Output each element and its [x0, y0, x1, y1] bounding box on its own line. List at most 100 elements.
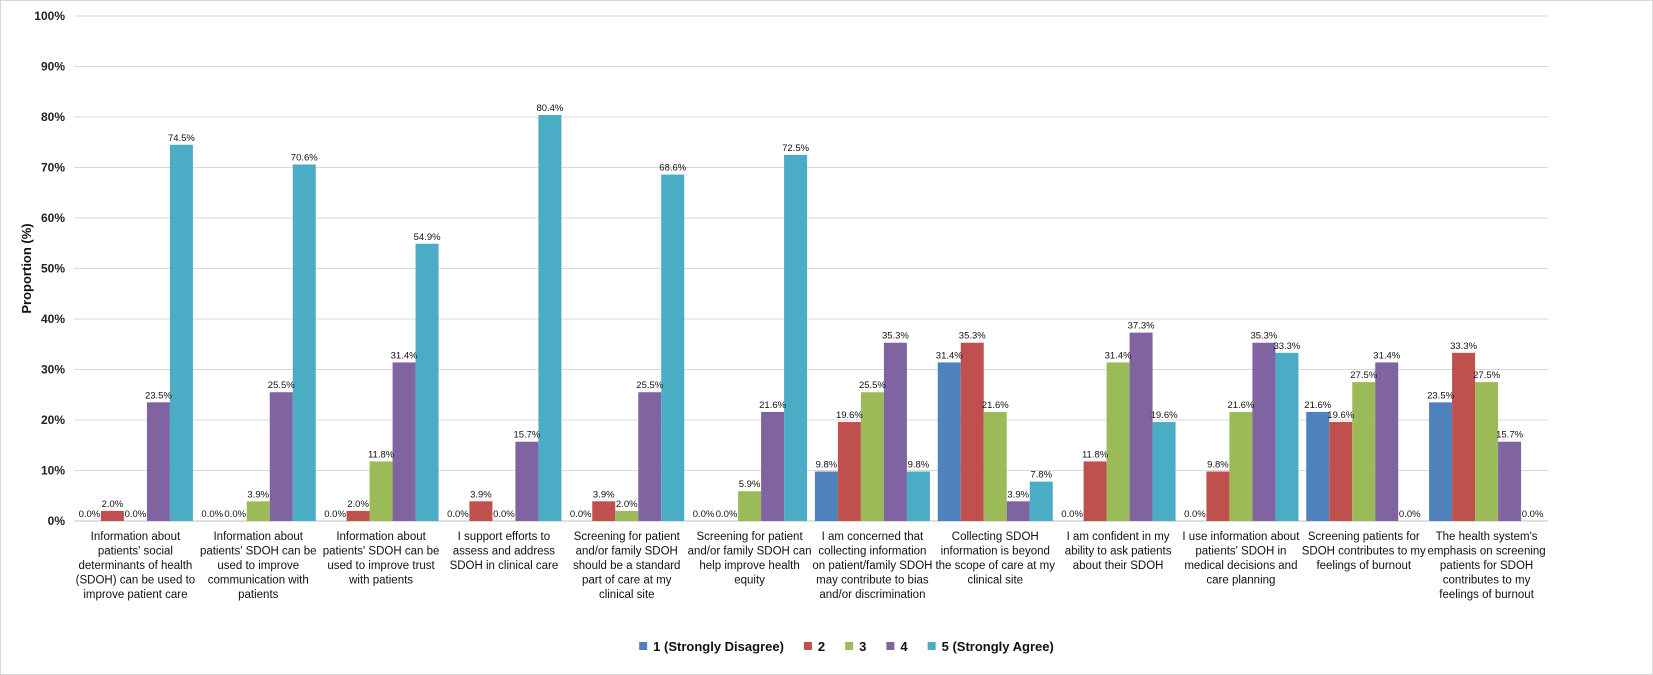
legend-swatch — [886, 642, 895, 650]
bar — [615, 510, 639, 521]
bar — [169, 144, 193, 521]
legend-label: 5 (Strongly Agree) — [942, 639, 1054, 654]
data-label: 15.7% — [513, 430, 540, 441]
data-label: 35.3% — [882, 331, 909, 342]
bar — [269, 392, 293, 521]
bars — [100, 114, 1522, 521]
data-label: 27.5% — [1473, 370, 1500, 381]
category-label: I am concerned that collecting informatio… — [812, 531, 932, 601]
bar — [937, 362, 961, 521]
data-label: 31.4% — [1105, 350, 1132, 361]
bar — [392, 362, 416, 521]
data-label: 3.9% — [593, 489, 615, 500]
data-label: 35.3% — [959, 331, 986, 342]
category-label: Information about patients' social determi… — [76, 531, 196, 601]
data-label: 0.0% — [693, 509, 715, 520]
data-label: 0.0% — [79, 509, 101, 520]
data-label: 0.0% — [1184, 509, 1206, 520]
data-label: 0.0% — [493, 509, 515, 520]
y-tick-label: 40% — [41, 312, 65, 326]
y-tick-label: 0% — [48, 514, 66, 528]
y-tick-label: 20% — [41, 413, 65, 427]
data-label: 33.3% — [1450, 341, 1477, 352]
bar — [638, 392, 662, 521]
data-label: 3.9% — [247, 489, 269, 500]
y-tick-label: 80% — [41, 110, 65, 124]
data-label: 21.6% — [1304, 400, 1331, 411]
bar — [1352, 382, 1376, 521]
bar — [538, 114, 562, 521]
category-label: Information about patients' SDOH can be us… — [200, 531, 317, 601]
legend-swatch — [639, 642, 648, 650]
bar — [369, 461, 393, 521]
bar — [146, 402, 170, 521]
y-tick-label: 100% — [34, 9, 65, 23]
bar — [814, 471, 838, 521]
bar — [1252, 342, 1276, 521]
bar — [883, 342, 907, 521]
data-label: 2.0% — [102, 499, 124, 510]
data-label: 35.3% — [1250, 331, 1277, 342]
bar — [1083, 461, 1107, 521]
legend: 1 (Strongly Disagree) 2 3 4 5 (Strongly Agre… — [639, 639, 1054, 654]
bar — [100, 510, 124, 521]
bar — [415, 243, 439, 521]
data-label: 0.0% — [224, 509, 246, 520]
data-label: 19.6% — [1151, 410, 1178, 421]
data-label: 27.5% — [1350, 370, 1377, 381]
y-axis-label: Proportion (%) — [19, 223, 34, 313]
data-label: 9.8% — [1207, 460, 1229, 471]
data-label: 2.0% — [616, 499, 638, 510]
data-label: 19.6% — [836, 410, 863, 421]
bar — [983, 411, 1007, 521]
data-labels: 0.0%2.0%0.0%23.5%74.5%0.0% 0.0%3.9%25.5%7… — [79, 103, 1544, 520]
bar — [1329, 422, 1353, 521]
legend-label: 1 (Strongly Disagree) — [653, 639, 784, 654]
data-label: 19.6% — [1327, 410, 1354, 421]
data-label: 3.9% — [470, 489, 492, 500]
bar — [1275, 352, 1299, 521]
bar — [1152, 422, 1176, 521]
bar — [515, 441, 539, 521]
y-tick-label: 50% — [41, 262, 65, 276]
bar — [1429, 402, 1453, 521]
data-label: 11.8% — [368, 449, 395, 460]
bar — [1475, 382, 1499, 521]
data-label: 0.0% — [1522, 509, 1544, 520]
data-label: 31.4% — [1373, 350, 1400, 361]
data-label: 25.5% — [636, 380, 663, 391]
bar — [246, 501, 270, 521]
data-label: 25.5% — [268, 380, 295, 391]
data-label: 31.4% — [391, 350, 418, 361]
legend-swatch — [927, 642, 936, 650]
bar — [1129, 332, 1153, 521]
data-label: 0.0% — [201, 509, 223, 520]
bar — [906, 471, 930, 521]
gridlines — [74, 15, 1548, 522]
category-label: Information about patients' SDOH can be us… — [323, 531, 440, 587]
bar — [1229, 411, 1253, 521]
data-label: 21.6% — [982, 400, 1009, 411]
category-label: Screening for patient and/or family SDOH s… — [573, 531, 681, 601]
data-label: 0.0% — [1399, 509, 1421, 520]
data-label: 0.0% — [125, 509, 147, 520]
data-label: 7.8% — [1030, 470, 1052, 481]
y-tick-label: 30% — [41, 363, 65, 377]
data-label: 74.5% — [168, 133, 195, 144]
data-label: 70.6% — [291, 152, 318, 163]
bar — [661, 174, 685, 521]
category-label: The health system's emphasis on screening… — [1427, 531, 1545, 601]
bar — [738, 491, 762, 521]
data-label: 3.9% — [1007, 489, 1029, 500]
data-label: 72.5% — [782, 143, 809, 154]
legend-label: 4 — [900, 639, 908, 654]
category-label: Screening patients for SDOH contributes t… — [1302, 531, 1426, 572]
category-label: I use information about patients' SDOH in… — [1182, 531, 1300, 587]
bar — [1375, 362, 1399, 521]
data-label: 9.8% — [816, 460, 838, 471]
data-label: 68.6% — [659, 163, 686, 174]
bar — [960, 342, 984, 521]
data-label: 0.0% — [1061, 509, 1083, 520]
bar — [1452, 352, 1476, 521]
